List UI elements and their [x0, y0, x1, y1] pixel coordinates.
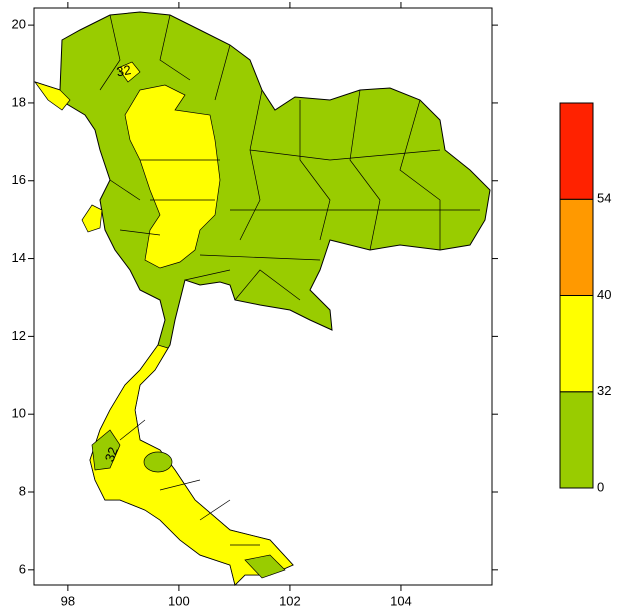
x-tick-label: 98 — [61, 593, 75, 608]
y-tick-label: 14 — [12, 250, 26, 265]
y-tick-label: 12 — [12, 328, 26, 343]
colorbar-label: 54 — [597, 191, 611, 206]
region-yellow — [124, 84, 221, 269]
y-tick-label: 8 — [19, 483, 26, 498]
region-green — [143, 451, 173, 473]
y-tick-label: 20 — [12, 17, 26, 32]
map — [34, 11, 491, 586]
colorbar-label: 40 — [597, 287, 611, 302]
land — [34, 11, 491, 586]
y-tick-label: 6 — [19, 561, 26, 576]
colorbar-segment — [559, 198, 594, 296]
region-yellow — [81, 204, 103, 233]
y-tick-label: 18 — [12, 94, 26, 109]
province-border — [99, 14, 480, 546]
colorbar-label: 0 — [597, 479, 604, 494]
colorbar-label: 32 — [597, 383, 611, 398]
region-green — [91, 429, 121, 471]
x-tick-label: 100 — [168, 593, 190, 608]
contour-label: 32 — [102, 445, 121, 464]
plot-frame — [33, 7, 493, 586]
x-tick-label: 104 — [390, 593, 412, 608]
colorbar-segment — [559, 102, 594, 200]
region-yellow — [34, 81, 71, 111]
colorbar-segment — [559, 391, 594, 489]
region-green — [244, 554, 286, 579]
region-yellow — [89, 344, 294, 586]
x-tick-label: 102 — [279, 593, 301, 608]
colorbar-segment — [559, 295, 594, 393]
y-tick-label: 10 — [12, 406, 26, 421]
y-tick-label: 16 — [12, 172, 26, 187]
region-yellow — [117, 61, 141, 83]
contour-label: 32 — [115, 62, 132, 79]
